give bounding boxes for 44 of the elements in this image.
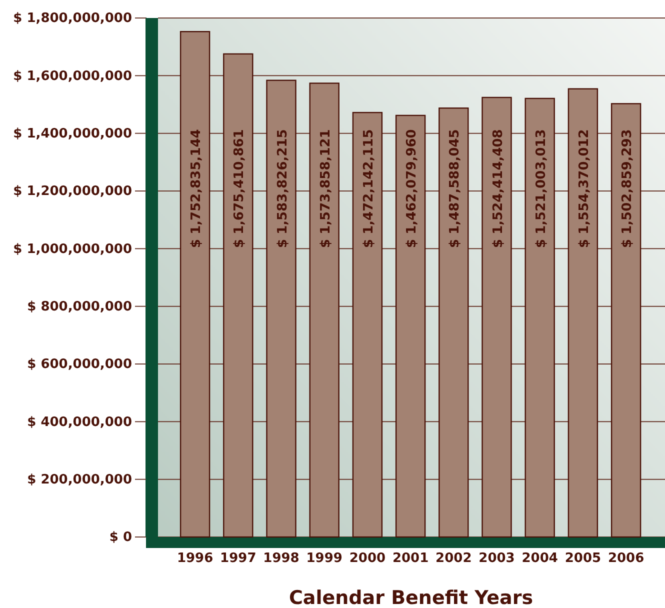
bar — [438, 107, 469, 538]
x-axis-title: Calendar Benefit Years — [288, 587, 534, 608]
y-tick-label: $ 1,000,000,000 — [13, 242, 132, 257]
y-tick-label: $ 1,600,000,000 — [13, 68, 132, 84]
bar — [395, 114, 426, 538]
x-tick-label: 2005 — [564, 551, 602, 566]
y-tick-label: $ 400,000,000 — [27, 414, 132, 430]
data-label: $ 1,675,410,861 — [232, 129, 248, 248]
data-label: $ 1,472,142,115 — [361, 129, 376, 248]
bar — [482, 96, 512, 538]
data-label: $ 1,752,835,144 — [189, 129, 204, 248]
data-label: $ 1,462,079,960 — [404, 129, 420, 248]
y-tick-label: $ 800,000,000 — [27, 299, 132, 314]
x-tick-label: 2004 — [522, 551, 558, 566]
x-tick-label: 1999 — [306, 551, 342, 566]
bar — [352, 112, 383, 538]
data-label: $ 1,573,858,121 — [318, 129, 334, 248]
bar — [524, 98, 555, 538]
y-tick-label: $ 200,000,000 — [27, 472, 132, 488]
bar — [266, 80, 296, 538]
bar — [610, 103, 642, 538]
x-tick-label: 1997 — [220, 551, 256, 566]
bar — [180, 31, 210, 538]
y-tick-label: $ 1,400,000,000 — [13, 126, 132, 142]
bar — [568, 88, 598, 538]
x-tick-label: 1996 — [176, 551, 214, 566]
x-tick-label: 2001 — [392, 551, 429, 566]
x-tick-label: 2000 — [349, 551, 386, 566]
y-tick-label: $ 0 — [109, 530, 132, 546]
data-label: $ 1,487,588,045 — [448, 129, 463, 248]
x-tick-label: 1998 — [263, 551, 300, 566]
data-label: $ 1,521,003,013 — [534, 129, 549, 248]
y-tick-label: $ 1,800,000,000 — [13, 11, 132, 26]
data-label: $ 1,502,859,293 — [620, 129, 636, 248]
y-tick-label: $ 600,000,000 — [27, 357, 132, 372]
y-tick-label: $ 1,200,000,000 — [13, 184, 132, 200]
x-tick-label: 2003 — [478, 551, 515, 566]
data-label: $ 1,554,370,012 — [576, 129, 592, 248]
bar — [223, 53, 254, 538]
data-label: $ 1,583,826,215 — [275, 129, 290, 248]
x-tick-label: 2006 — [608, 551, 644, 566]
bar — [309, 82, 340, 538]
x-tick-label: 2002 — [436, 551, 472, 566]
data-label: $ 1,524,414,408 — [490, 129, 506, 248]
